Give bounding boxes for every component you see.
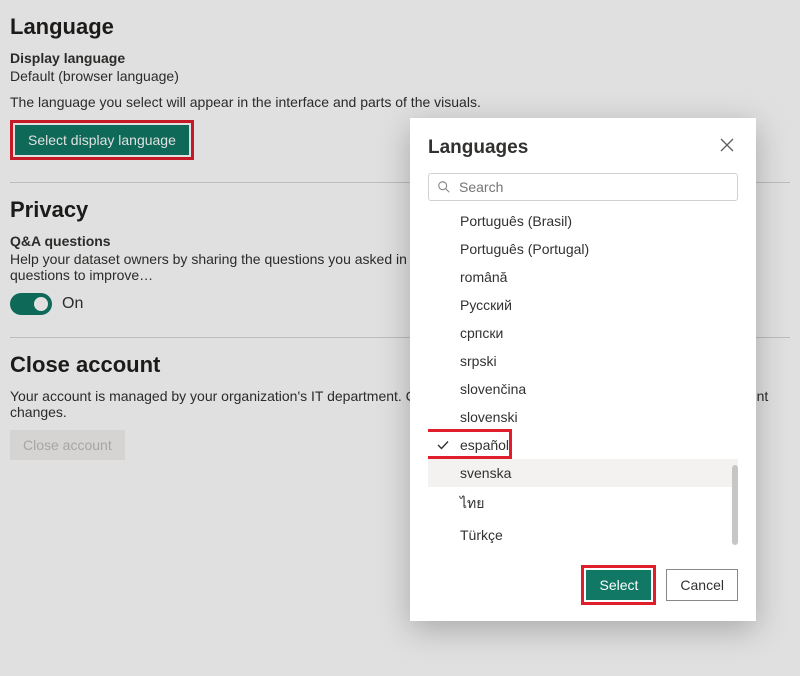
language-option[interactable]: español [428, 431, 738, 459]
language-option[interactable]: Türkçe [428, 521, 738, 547]
select-button[interactable]: Select [586, 570, 651, 600]
language-option[interactable]: ไทย [428, 487, 738, 521]
search-input-wrapper[interactable] [428, 173, 738, 201]
language-option[interactable]: српски [428, 319, 738, 347]
language-option-label: slovenčina [460, 381, 526, 397]
language-option[interactable]: Português (Brasil) [428, 207, 738, 235]
search-input[interactable] [457, 178, 729, 196]
language-option-label: srpski [460, 353, 497, 369]
cancel-button[interactable]: Cancel [666, 569, 738, 601]
language-option-label: Português (Portugal) [460, 241, 589, 257]
language-option-label: Türkçe [460, 527, 503, 543]
language-option[interactable]: svenska [428, 459, 738, 487]
language-option-label: српски [460, 325, 503, 341]
language-list[interactable]: Português (Brasil) Português (Portugal) ro… [428, 207, 738, 547]
select-button-highlight: Select [581, 565, 656, 605]
language-option[interactable]: srpski [428, 347, 738, 375]
language-option-label: slovenski [460, 409, 518, 425]
language-option-label: română [460, 269, 507, 285]
check-icon [436, 438, 450, 455]
language-option-label: español [460, 437, 509, 453]
close-icon[interactable] [716, 136, 738, 159]
language-option[interactable]: slovenčina [428, 375, 738, 403]
scrollbar-thumb[interactable] [732, 465, 738, 545]
language-option-label: Português (Brasil) [460, 213, 572, 229]
language-option[interactable]: română [428, 263, 738, 291]
language-option-label: ไทย [460, 495, 484, 511]
language-option[interactable]: Русский [428, 291, 738, 319]
language-option-label: svenska [460, 465, 511, 481]
search-icon [437, 180, 451, 194]
modal-title: Languages [428, 137, 528, 159]
language-option[interactable]: Português (Portugal) [428, 235, 738, 263]
languages-modal: Languages Português (Brasil) Português (P… [410, 118, 756, 621]
language-option[interactable]: slovenski [428, 403, 738, 431]
language-option-label: Русский [460, 297, 512, 313]
